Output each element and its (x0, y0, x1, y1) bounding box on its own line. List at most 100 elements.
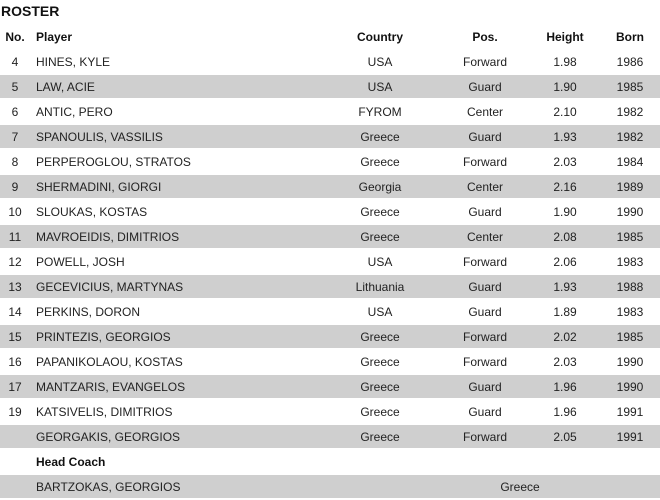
player-number: 17 (0, 374, 30, 400)
player-number: 14 (0, 299, 30, 325)
player-born: 1984 (600, 149, 660, 175)
player-country: Greece (320, 424, 440, 450)
header-player: Player (36, 30, 73, 44)
player-position: Forward (440, 349, 530, 375)
table-row: 8 PERPEROGLOU, STRATOS Greece Forward 2.03 19… (0, 149, 660, 175)
player-name[interactable]: MAVROEIDIS, DIMITRIOS (30, 224, 320, 250)
player-position: Forward (440, 149, 530, 175)
player-born: 1985 (600, 224, 660, 250)
player-height: 1.89 (530, 299, 600, 325)
player-name[interactable]: GEORGAKIS, GEORGIOS (30, 424, 320, 450)
player-name[interactable]: SHERMADINI, GIORGI (30, 174, 320, 200)
player-height: 1.98 (530, 50, 600, 75)
player-height: 1.90 (530, 199, 600, 225)
player-height: 2.03 (530, 149, 600, 175)
player-height: 1.93 (530, 124, 600, 150)
player-name[interactable]: HINES, KYLE (30, 50, 320, 75)
table-row: 16 PAPANIKOLAOU, KOSTAS Greece Forward 2.03 1… (0, 349, 660, 375)
player-born: 1983 (600, 249, 660, 275)
coach-row: BARTZOKAS, GEORGIOS Greece (0, 474, 660, 500)
player-country: Greece (320, 324, 440, 350)
player-name[interactable]: SLOUKAS, KOSTAS (30, 199, 320, 225)
player-born: 1985 (600, 324, 660, 350)
table-row: 19 KATSIVELIS, DIMITRIOS Greece Guard 1.96 19… (0, 399, 660, 425)
player-position: Center (440, 224, 530, 250)
player-born: 1990 (600, 199, 660, 225)
player-position: Center (440, 174, 530, 200)
player-position: Forward (440, 324, 530, 350)
player-name[interactable]: PERPEROGLOU, STRATOS (30, 149, 320, 175)
coach-name[interactable]: BARTZOKAS, GEORGIOS (30, 474, 320, 500)
table-row: 14 PERKINS, DORON USA Guard 1.89 1983 (0, 299, 660, 325)
table-row: 7 SPANOULIS, VASSILIS Greece Guard 1.93 1982 (0, 124, 660, 150)
player-country: Greece (320, 374, 440, 400)
player-born: 1989 (600, 174, 660, 200)
player-position: Guard (440, 374, 530, 400)
roster-table: No. Player Country Pos. Height Born 4 HIN… (0, 24, 660, 500)
player-name[interactable]: PAPANIKOLAOU, KOSTAS (30, 349, 320, 375)
player-born: 1991 (600, 424, 660, 450)
player-name[interactable]: MANTZARIS, EVANGELOS (30, 374, 320, 400)
player-height: 1.90 (530, 74, 600, 100)
player-name[interactable]: KATSIVELIS, DIMITRIOS (30, 399, 320, 425)
player-born: 1982 (600, 99, 660, 125)
player-number: 9 (0, 174, 30, 200)
player-height: 2.08 (530, 224, 600, 250)
player-country: Greece (320, 224, 440, 250)
player-country: Georgia (320, 174, 440, 200)
page-title: ROSTER (1, 3, 60, 19)
player-position: Guard (440, 199, 530, 225)
player-name[interactable]: POWELL, JOSH (30, 249, 320, 275)
player-number: 12 (0, 249, 30, 275)
table-row: 12 POWELL, JOSH USA Forward 2.06 1983 (0, 249, 660, 275)
header-no: No. (5, 30, 25, 44)
player-name[interactable]: PRINTEZIS, GEORGIOS (30, 324, 320, 350)
player-country: Greece (320, 124, 440, 150)
table-row: 4 HINES, KYLE USA Forward 1.98 1986 (0, 50, 660, 75)
player-name[interactable]: SPANOULIS, VASSILIS (30, 124, 320, 150)
player-born: 1990 (600, 349, 660, 375)
player-position: Forward (440, 50, 530, 75)
player-name[interactable]: PERKINS, DORON (30, 299, 320, 325)
player-height: 2.02 (530, 324, 600, 350)
player-country: Greece (320, 399, 440, 425)
player-height: 1.93 (530, 274, 600, 300)
player-name[interactable]: ANTIC, PERO (30, 99, 320, 125)
player-born: 1991 (600, 399, 660, 425)
table-header: No. Player Country Pos. Height Born (0, 24, 660, 50)
player-number: 19 (0, 399, 30, 425)
header-pos: Pos. (472, 30, 498, 44)
player-position: Guard (440, 399, 530, 425)
player-number: 4 (0, 50, 30, 75)
player-position: Guard (440, 74, 530, 100)
player-number: 10 (0, 199, 30, 225)
coach-country: Greece (440, 474, 600, 500)
player-height: 2.05 (530, 424, 600, 450)
player-number (0, 424, 30, 450)
player-country: USA (320, 74, 440, 100)
player-country: Greece (320, 349, 440, 375)
player-country: USA (320, 299, 440, 325)
player-position: Forward (440, 249, 530, 275)
player-name[interactable]: LAW, ACIE (30, 74, 320, 100)
player-position: Guard (440, 299, 530, 325)
player-height: 2.03 (530, 349, 600, 375)
table-row: 11 MAVROEIDIS, DIMITRIOS Greece Center 2.08 1… (0, 224, 660, 250)
table-row: 5 LAW, ACIE USA Guard 1.90 1985 (0, 74, 660, 100)
player-country: Greece (320, 149, 440, 175)
player-height: 1.96 (530, 374, 600, 400)
player-position: Guard (440, 274, 530, 300)
header-born: Born (616, 30, 644, 44)
player-height: 2.16 (530, 174, 600, 200)
header-height: Height (546, 30, 584, 44)
player-number: 6 (0, 99, 30, 125)
player-country: FYROM (320, 99, 440, 125)
player-born: 1988 (600, 274, 660, 300)
player-born: 1985 (600, 74, 660, 100)
player-name[interactable]: GECEVICIUS, MARTYNAS (30, 274, 320, 300)
player-country: Greece (320, 199, 440, 225)
player-height: 2.10 (530, 99, 600, 125)
player-number: 11 (0, 224, 30, 250)
player-number: 13 (0, 274, 30, 300)
player-position: Forward (440, 424, 530, 450)
